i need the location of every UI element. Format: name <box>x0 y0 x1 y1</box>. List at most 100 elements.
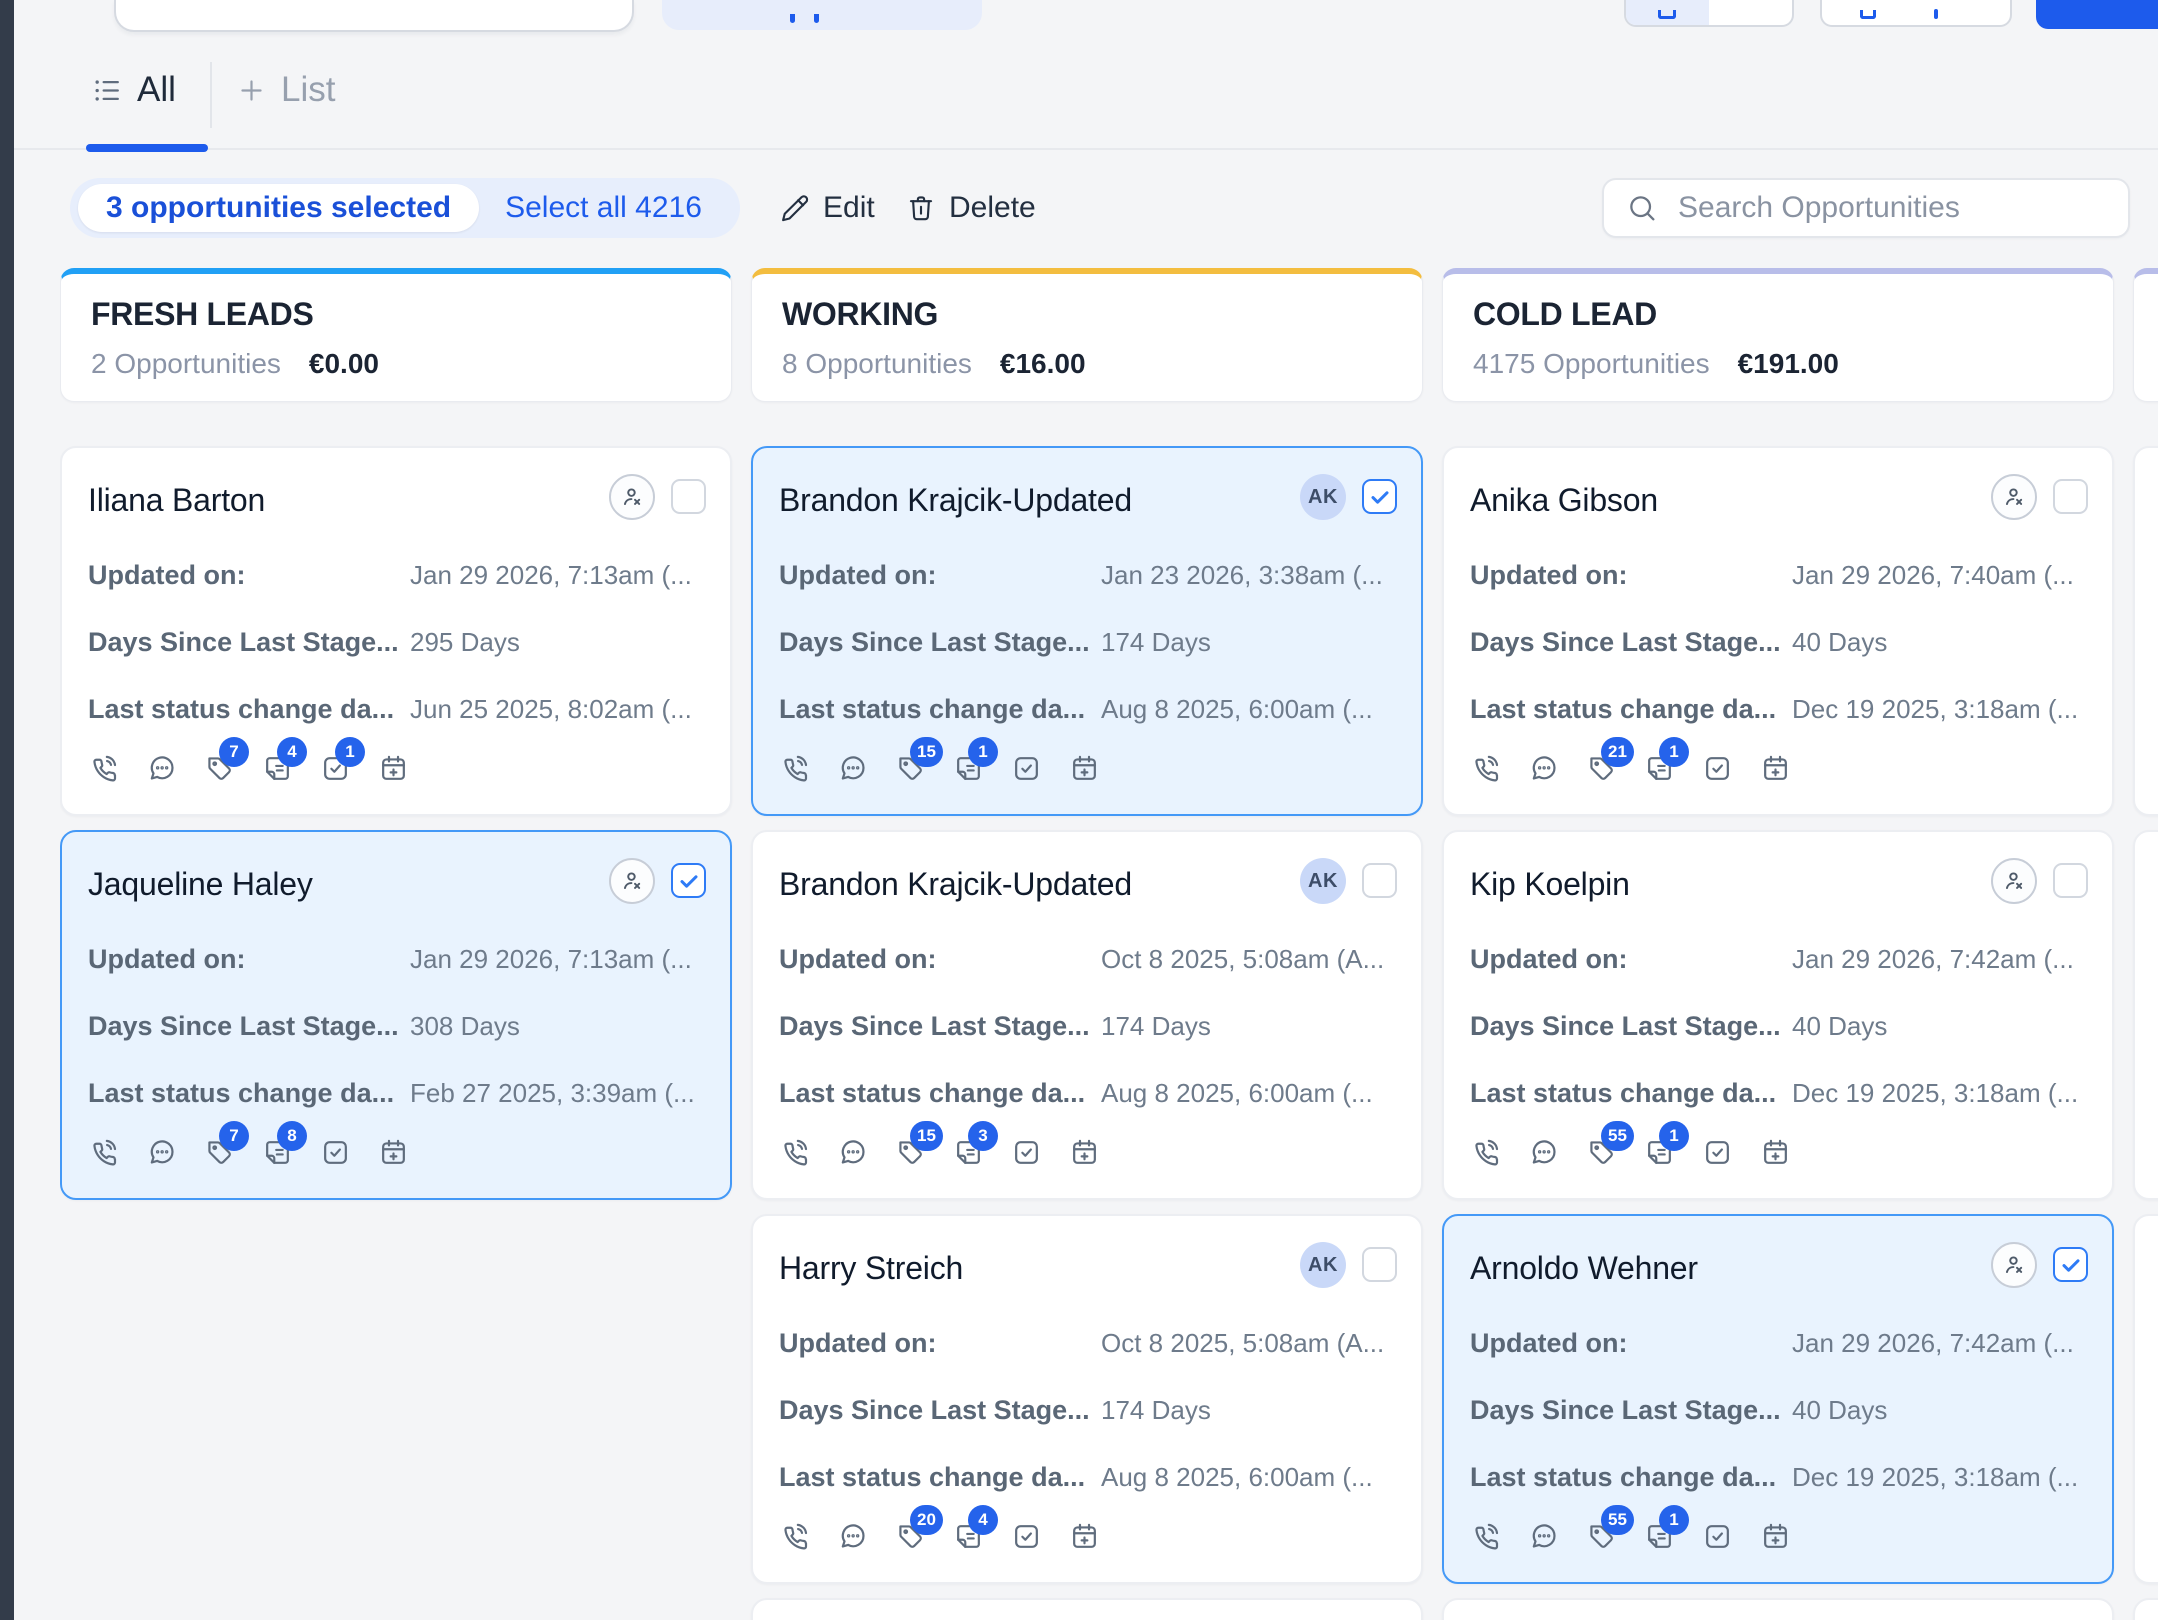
chat-action[interactable] <box>1528 1521 1561 1554</box>
tag-action[interactable]: 15 <box>895 737 943 786</box>
card-checkbox[interactable] <box>1362 479 1397 514</box>
opportunity-card-harry-streich[interactable]: Harry Streich AK Updated on: Oct 8 2025, 5:… <box>751 1214 1423 1584</box>
note-action[interactable]: 1 <box>1644 1121 1689 1170</box>
unassigned-avatar[interactable] <box>1991 474 2037 520</box>
tab-all[interactable]: All <box>92 70 176 110</box>
assignee-avatar[interactable]: AK <box>1300 474 1346 520</box>
chat-action[interactable] <box>1528 753 1561 786</box>
opportunity-card-partial[interactable] <box>2133 1598 2158 1620</box>
calendar-plus-action[interactable] <box>1069 1521 1102 1554</box>
column-header[interactable]: WORKING 8 Opportunities €16.00 <box>751 268 1423 402</box>
card-checkbox[interactable] <box>2053 863 2088 898</box>
chat-action[interactable] <box>837 753 870 786</box>
opportunity-card-p[interactable]: PUpdated on:Days Since Last Stage...Last… <box>2133 830 2158 1200</box>
card-title: Iliana Barton <box>88 482 266 518</box>
check-icon <box>2062 1258 2079 1272</box>
primary-action-button[interactable] <box>2036 0 2158 29</box>
tag-action[interactable]: 55 <box>1586 1121 1634 1170</box>
task-action[interactable] <box>1011 1521 1044 1554</box>
calendar-plus-action[interactable] <box>1760 1521 1793 1554</box>
list-view-button[interactable] <box>1709 0 1792 25</box>
card-header: Anika Gibson <box>1470 474 2088 520</box>
task-action[interactable] <box>1011 1137 1044 1170</box>
view-mode-toggle[interactable] <box>1624 0 1794 27</box>
tag-action[interactable]: 21 <box>1586 737 1634 786</box>
opportunity-card-j[interactable]: JUpdated on:Days Since Last Stage...Last… <box>2133 446 2158 816</box>
unassigned-avatar[interactable] <box>609 474 655 520</box>
card-checkbox[interactable] <box>1362 863 1397 898</box>
phone-action[interactable] <box>88 753 121 786</box>
chat-action[interactable] <box>837 1137 870 1170</box>
clipped-settings-icon[interactable] <box>2148 190 2158 226</box>
card-checkbox[interactable] <box>2053 479 2088 514</box>
tab-add-list[interactable]: List <box>236 70 335 110</box>
phone-action[interactable] <box>1470 753 1503 786</box>
opportunity-card-kip-koelpin[interactable]: Kip Koelpin Updated on: Jan 29 2026, 7:42a… <box>1442 830 2114 1200</box>
task-action[interactable] <box>1702 753 1735 786</box>
chat-action[interactable] <box>837 1521 870 1554</box>
opportunity-card-brandon-krajcik-updated[interactable]: Brandon Krajcik-Updated AK Updated on: Jan … <box>751 446 1423 816</box>
opportunity-card-partial[interactable] <box>1442 1598 2114 1620</box>
unassigned-avatar[interactable] <box>1991 1242 2037 1288</box>
card-checkbox[interactable] <box>2053 1247 2088 1282</box>
task-action[interactable] <box>1702 1521 1735 1554</box>
phone-action[interactable] <box>779 1521 812 1554</box>
task-action[interactable] <box>1011 753 1044 786</box>
calendar-plus-action[interactable] <box>1760 1137 1793 1170</box>
select-all-link[interactable]: Select all 4216 <box>505 191 702 224</box>
note-action[interactable]: 3 <box>953 1121 998 1170</box>
calendar-plus-action[interactable] <box>1760 753 1793 786</box>
secondary-action-button[interactable] <box>1820 0 2012 27</box>
column-header[interactable]: COLD LEAD 4175 Opportunities €191.00 <box>1442 268 2114 402</box>
opportunity-card-arnoldo-wehner[interactable]: Arnoldo Wehner Updated on: Jan 29 2026, 7:… <box>1442 1214 2114 1584</box>
note-action[interactable]: 1 <box>1644 737 1689 786</box>
phone-action[interactable] <box>779 1137 812 1170</box>
tag-action[interactable]: 20 <box>895 1505 943 1554</box>
pipeline-filter-control[interactable] <box>114 0 634 32</box>
opportunity-card-anika-gibson[interactable]: Anika Gibson Updated on: Jan 29 2026, 7:40… <box>1442 446 2114 816</box>
calendar-plus-action[interactable] <box>1069 753 1102 786</box>
opportunity-card-iliana-barton[interactable]: Iliana Barton Updated on: Jan 29 2026, 7:1… <box>60 446 732 816</box>
calendar-plus-action[interactable] <box>1069 1137 1102 1170</box>
opportunity-card-jaqueline-haley[interactable]: Jaqueline Haley Updated on: Jan 29 2026, 7… <box>60 830 732 1200</box>
note-action[interactable]: 4 <box>262 737 307 786</box>
column-header[interactable]: N5 <box>2133 268 2158 402</box>
opportunity-card-brandon-krajcik-updated[interactable]: Brandon Krajcik-Updated AK Updated on: Oct … <box>751 830 1423 1200</box>
unassigned-avatar[interactable] <box>609 858 655 904</box>
column-header[interactable]: FRESH LEADS 2 Opportunities €0.00 <box>60 268 732 402</box>
phone-action[interactable] <box>88 1137 121 1170</box>
assignee-avatar[interactable]: AK <box>1300 1242 1346 1288</box>
tag-action[interactable]: 7 <box>204 737 249 786</box>
tag-action[interactable]: 55 <box>1586 1505 1634 1554</box>
phone-action[interactable] <box>1470 1521 1503 1554</box>
note-action[interactable]: 4 <box>953 1505 998 1554</box>
selected-count-pill[interactable]: 3 opportunities selected <box>78 184 480 232</box>
calendar-plus-action[interactable] <box>378 1137 411 1170</box>
assignee-avatar[interactable]: AK <box>1300 858 1346 904</box>
search-input[interactable] <box>1678 191 2098 225</box>
chat-action[interactable] <box>146 753 179 786</box>
task-action[interactable] <box>1702 1137 1735 1170</box>
unassigned-avatar[interactable] <box>1991 858 2037 904</box>
note-action[interactable]: 8 <box>262 1121 307 1170</box>
delete-button[interactable]: Delete <box>906 178 1036 238</box>
card-quick-actions: 21 1 <box>1470 737 2088 786</box>
note-action[interactable]: 1 <box>1644 1505 1689 1554</box>
task-action[interactable]: 1 <box>320 737 365 786</box>
card-checkbox[interactable] <box>1362 1247 1397 1282</box>
chat-action[interactable] <box>1528 1137 1561 1170</box>
kanban-view-button[interactable] <box>1626 0 1709 25</box>
edit-button[interactable]: Edit <box>780 178 875 238</box>
opportunity-card-partial[interactable] <box>751 1598 1423 1620</box>
calendar-plus-action[interactable] <box>378 753 411 786</box>
phone-action[interactable] <box>779 753 812 786</box>
phone-action[interactable] <box>1470 1137 1503 1170</box>
note-action[interactable]: 1 <box>953 737 998 786</box>
card-checkbox[interactable] <box>671 479 706 514</box>
card-checkbox[interactable] <box>671 863 706 898</box>
chat-action[interactable] <box>146 1137 179 1170</box>
tag-action[interactable]: 7 <box>204 1121 249 1170</box>
task-action[interactable] <box>320 1137 353 1170</box>
tag-action[interactable]: 15 <box>895 1121 943 1170</box>
